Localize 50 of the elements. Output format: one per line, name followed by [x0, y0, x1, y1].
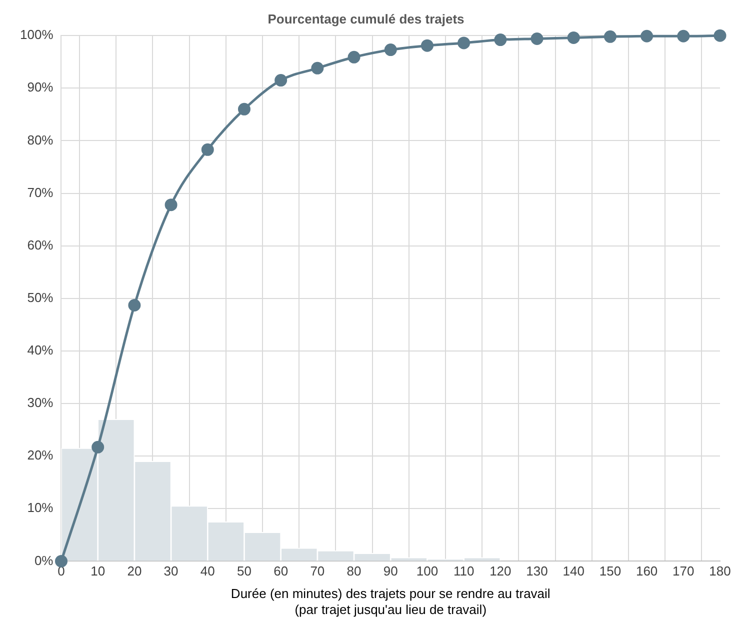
y-tick-label: 70% [27, 184, 54, 200]
x-tick-label: 90 [383, 564, 398, 579]
x-tick-label: 40 [200, 564, 215, 579]
x-tick-label: 130 [526, 564, 548, 579]
point [420, 39, 434, 52]
y-tick-label: 10% [27, 500, 54, 516]
point [567, 31, 580, 44]
point [201, 143, 214, 156]
x-tick-label: 80 [346, 564, 362, 579]
x-tick-label: 60 [274, 564, 288, 579]
chart-title: Pourcentage cumulé des trajets [268, 11, 464, 26]
point [494, 34, 507, 46]
point [640, 30, 654, 42]
x-tick-label: 160 [636, 564, 658, 579]
point [458, 36, 470, 50]
x-tick-label: 150 [599, 564, 622, 579]
y-tick-label: 80% [27, 132, 54, 148]
point [164, 198, 178, 212]
x-tick-label: 170 [672, 564, 694, 579]
point [530, 32, 544, 46]
x-tick-label: 10 [90, 564, 106, 579]
x-tick-label: 70 [310, 564, 325, 579]
x-tick-label: 110 [453, 564, 474, 579]
y-tick-label: 0% [34, 552, 54, 568]
point [311, 62, 324, 74]
y-tick-label: 60% [27, 237, 54, 252]
y-tick-label: 90% [27, 80, 54, 95]
point [384, 44, 397, 56]
point [348, 50, 360, 64]
x-tick-label: 50 [237, 564, 252, 579]
point [128, 298, 141, 312]
point [604, 30, 616, 43]
x-tick-label: 20 [127, 564, 142, 579]
y-tick-label: 20% [27, 448, 54, 463]
y-tick-label: 40% [27, 342, 54, 358]
x-tick-label: 30 [164, 564, 178, 579]
point [238, 102, 250, 116]
x-axis-title: Durée (en minutes) des trajets pour se rendre au travail (par trajet jusqu'au lieu de travail) [230, 586, 550, 617]
x-tick-label: 120 [490, 564, 512, 579]
point [55, 554, 68, 568]
x-tick-label: 180 [709, 564, 731, 579]
y-tick-label: 30% [27, 395, 54, 410]
point [677, 30, 690, 42]
point [274, 74, 288, 87]
point [92, 440, 104, 454]
y-tick-label: 50% [27, 290, 54, 305]
x-tick-label: 140 [562, 564, 584, 579]
point [714, 29, 726, 42]
y-tick-label: 100% [20, 27, 54, 42]
x-tick-label: 100 [416, 564, 438, 579]
